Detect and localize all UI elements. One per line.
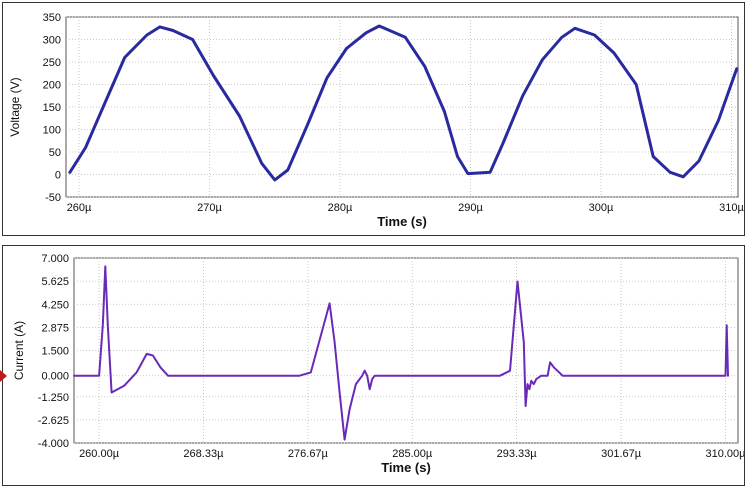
voltage-y-axis-label: Voltage (V)	[8, 77, 22, 136]
voltage-chart-panel: 350 300 250 200 150 100 50 0 -50 260µ 270µ 280µ 290…	[2, 2, 745, 236]
y-tick-label: -2.625	[38, 415, 69, 427]
y-tick-label: 100	[43, 125, 61, 137]
x-tick-label: 310µ	[719, 202, 744, 214]
current-chart: 7.000 5.625 4.250 2.875 1.500 0.000 -1.250 -2.6…	[12, 253, 744, 475]
x-tick-label: 310.00µ	[705, 448, 744, 460]
current-series	[73, 265, 729, 441]
x-tick-label: 293.33µ	[497, 448, 538, 460]
x-tick-label: 268.33µ	[183, 448, 224, 460]
y-tick-label: 5.625	[41, 276, 69, 288]
voltage-x-tick-labels: 260µ 270µ 280µ 290µ 300µ 310µ	[67, 202, 744, 214]
current-x-axis-label: Time (s)	[381, 460, 431, 475]
y-tick-label: 250	[43, 57, 61, 69]
y-tick-label: -1.250	[38, 392, 69, 404]
y-tick-label: 0	[55, 170, 61, 182]
y-tick-label: -4.000	[38, 438, 69, 450]
series-line	[68, 24, 739, 182]
x-tick-label: 300µ	[589, 202, 614, 214]
y-tick-label: 200	[43, 80, 61, 92]
current-y-axis-label: Current (A)	[12, 321, 26, 380]
x-tick-label: 260.00µ	[79, 448, 120, 460]
voltage-y-tick-labels: 350 300 250 200 150 100 50 0 -50	[43, 12, 61, 204]
voltage-x-axis-label: Time (s)	[377, 214, 427, 229]
voltage-chart: 350 300 250 200 150 100 50 0 -50 260µ 270µ 280µ 290…	[8, 12, 744, 229]
current-chart-panel: 7.000 5.625 4.250 2.875 1.500 0.000 -1.250 -2.6…	[2, 245, 745, 486]
x-tick-label: 276.67µ	[288, 448, 329, 460]
cursor-marker-icon[interactable]	[0, 370, 7, 382]
y-tick-label: 4.250	[41, 299, 69, 311]
voltage-series	[68, 24, 739, 182]
x-tick-label: 301.67µ	[601, 448, 642, 460]
y-tick-label: 1.500	[41, 346, 69, 358]
current-grid	[73, 257, 739, 444]
y-tick-label: -50	[45, 192, 61, 204]
current-x-tick-labels: 260.00µ 268.33µ 276.67µ 285.00µ 293.33µ 301.6…	[79, 448, 744, 460]
x-tick-label: 290µ	[458, 202, 483, 214]
y-tick-label: 7.000	[41, 253, 69, 265]
voltage-grid	[65, 16, 739, 198]
y-tick-label: 0.000	[41, 371, 69, 383]
x-tick-label: 260µ	[67, 202, 92, 214]
y-tick-label: 300	[43, 35, 61, 47]
x-tick-label: 285.00µ	[392, 448, 433, 460]
x-tick-label: 280µ	[328, 202, 353, 214]
y-tick-label: 2.875	[41, 322, 69, 334]
series-line	[73, 265, 729, 441]
current-y-tick-labels: 7.000 5.625 4.250 2.875 1.500 0.000 -1.250 -2.6…	[38, 253, 69, 450]
y-tick-label: 150	[43, 102, 61, 114]
x-tick-label: 270µ	[197, 202, 222, 214]
y-tick-label: 50	[49, 147, 61, 159]
y-tick-label: 350	[43, 12, 61, 24]
